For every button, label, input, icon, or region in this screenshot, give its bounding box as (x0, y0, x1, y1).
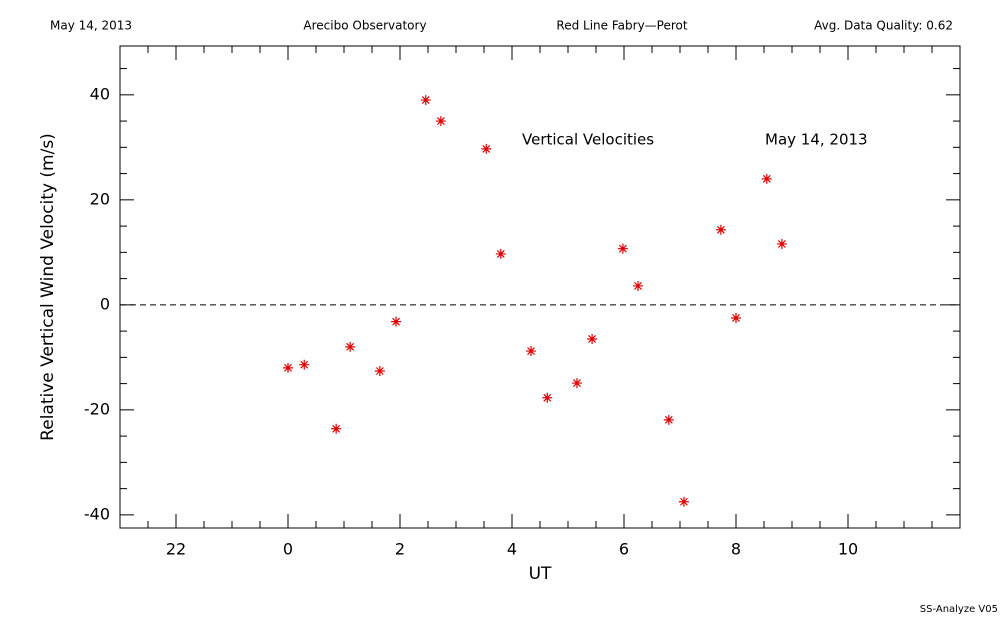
point (495, 248, 506, 259)
point (283, 362, 293, 373)
y-axis-label: Relative Vertical Wind Velocity (m/s) (38, 133, 58, 441)
header-date: May 14, 2013 (50, 19, 132, 33)
x-tick-label: 4 (507, 540, 517, 559)
point (571, 378, 582, 389)
point (776, 238, 787, 249)
point (435, 116, 446, 127)
point (587, 333, 598, 344)
point (420, 95, 431, 106)
y-tick-label: 20 (90, 189, 110, 208)
point (345, 341, 356, 352)
x-tick-label: 10 (838, 540, 858, 559)
point (715, 224, 726, 235)
x-tick-label: 22 (166, 540, 186, 559)
header-instrument: Red Line Fabry—Perot (556, 19, 687, 33)
header-site: Arecibo Observatory (303, 19, 426, 33)
y-tick-label: -40 (84, 504, 110, 523)
y-tick-label: 40 (90, 84, 110, 103)
point (731, 312, 741, 323)
point (481, 143, 492, 154)
y-tick-label: 0 (100, 294, 110, 313)
point (678, 496, 689, 507)
y-tick-label: -20 (84, 399, 110, 418)
x-axis-label: UT (529, 564, 552, 584)
point (331, 423, 342, 434)
point (526, 346, 537, 357)
point (374, 366, 385, 377)
point (761, 173, 772, 184)
x-tick-label: 6 (619, 540, 629, 559)
x-tick-label: 8 (731, 540, 741, 559)
point (663, 414, 674, 425)
point (542, 392, 553, 403)
annotation: May 14, 2013 (765, 131, 868, 149)
point (617, 243, 628, 254)
x-tick-label: 2 (395, 540, 405, 559)
plot-frame (119, 45, 961, 529)
point (391, 316, 402, 327)
x-tick-label: 0 (283, 540, 293, 559)
annotation: Vertical Velocities (522, 131, 654, 149)
header-quality: Avg. Data Quality: 0.62 (814, 19, 953, 33)
footer: SS-Analyze V05 (920, 604, 998, 615)
point (299, 359, 310, 370)
point (633, 280, 643, 291)
